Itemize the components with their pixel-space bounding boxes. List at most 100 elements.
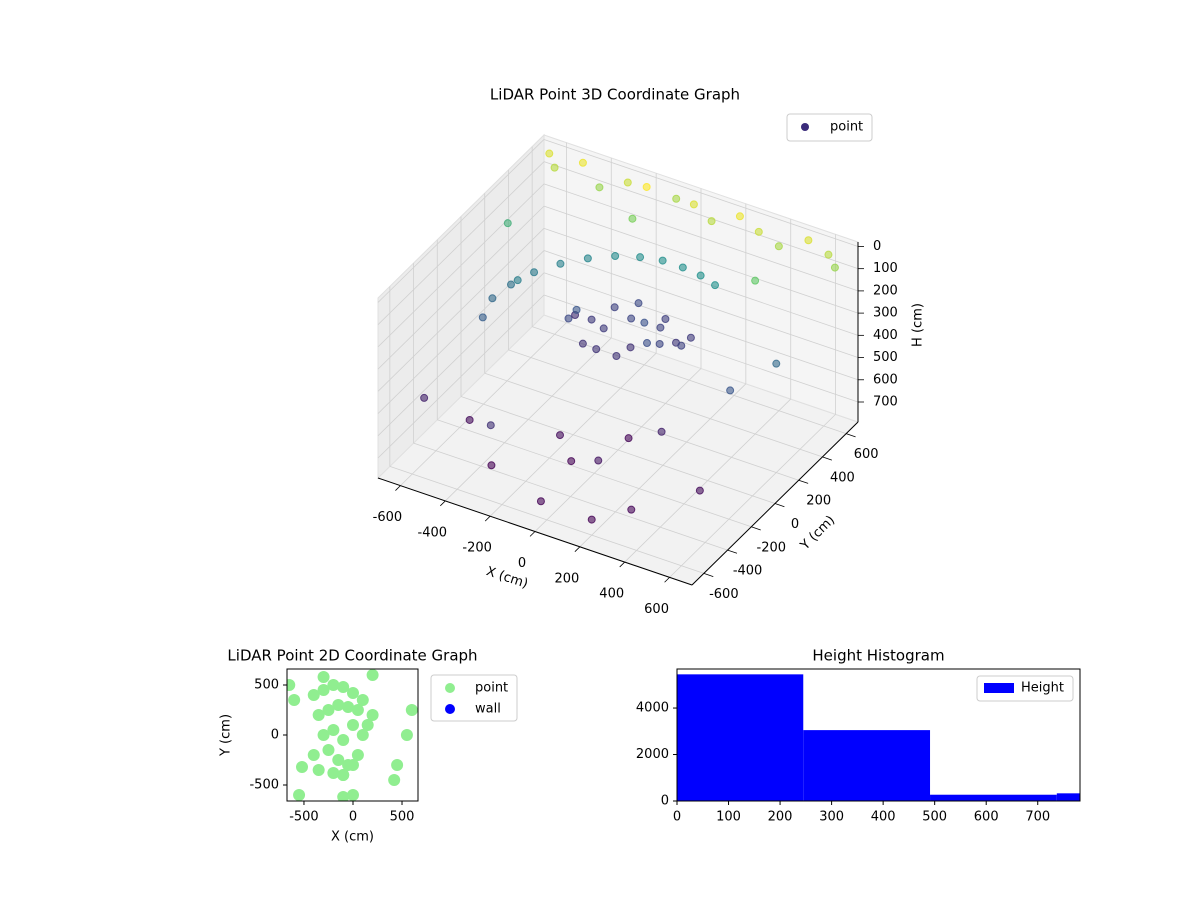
point <box>628 214 637 223</box>
tick-mark <box>619 561 625 568</box>
y-axis-label: Y (cm) <box>797 513 838 554</box>
tick-mark <box>822 456 832 461</box>
point <box>587 315 596 324</box>
z-tick-label: 0 <box>873 239 881 254</box>
point <box>655 339 664 348</box>
grid-line <box>543 183 859 292</box>
x-tick-label: 200 <box>768 810 793 825</box>
point <box>545 149 554 158</box>
point <box>592 345 601 354</box>
point <box>726 386 735 395</box>
legend-marker <box>445 683 455 693</box>
y-tick-label: 0 <box>791 517 799 532</box>
chart-title: LiDAR Point 2D Coordinate Graph <box>227 647 477 665</box>
x-tick-label: 0 <box>518 556 526 571</box>
x-tick-label: -400 <box>418 525 448 540</box>
point <box>627 314 636 323</box>
point <box>513 276 522 285</box>
point <box>327 679 340 691</box>
z-tick-label: 200 <box>873 283 898 298</box>
point <box>611 252 620 261</box>
point <box>346 789 359 801</box>
point <box>583 254 592 263</box>
grid-line <box>389 465 704 574</box>
point <box>624 434 633 443</box>
point <box>824 250 833 259</box>
x-tick-label: 600 <box>974 810 999 825</box>
point <box>686 333 695 342</box>
point <box>307 689 320 701</box>
point <box>657 427 666 436</box>
legend-marker <box>801 123 809 131</box>
legend-box <box>976 675 1074 702</box>
tick-mark <box>529 531 536 537</box>
point <box>478 313 487 322</box>
point <box>661 314 670 323</box>
x-tick-label: 400 <box>599 587 624 602</box>
tick-mark <box>798 479 809 484</box>
point <box>327 724 340 736</box>
bar <box>930 794 1057 801</box>
point <box>332 754 345 766</box>
grid-line <box>377 272 545 437</box>
point <box>307 749 320 761</box>
y-tick-label: -400 <box>733 564 763 579</box>
x-tick-label: 100 <box>716 810 741 825</box>
point <box>337 769 350 781</box>
point <box>623 178 632 187</box>
point <box>486 421 495 430</box>
point <box>322 744 335 756</box>
point <box>293 789 306 801</box>
point <box>751 276 760 285</box>
tick-mark <box>703 572 714 577</box>
tick-mark <box>574 546 581 552</box>
point <box>312 764 325 776</box>
point <box>488 294 497 303</box>
point <box>636 253 645 262</box>
x-tick-label: -600 <box>373 510 403 525</box>
z-tick-label: 700 <box>873 395 898 410</box>
tick-mark <box>664 577 670 583</box>
point <box>312 709 325 721</box>
plot-area <box>677 674 1080 801</box>
x-tick-label: 700 <box>1025 810 1050 825</box>
point <box>642 182 651 191</box>
grid-line <box>484 372 799 481</box>
point <box>672 194 681 203</box>
point <box>689 200 698 209</box>
grid-line <box>508 349 823 458</box>
point <box>351 749 364 761</box>
point <box>830 263 839 272</box>
bar <box>1056 793 1080 801</box>
y-tick-label: 400 <box>830 470 855 485</box>
legend-label: point <box>830 120 863 135</box>
z-tick-label: 500 <box>873 350 898 365</box>
chart-title: Height Histogram <box>812 647 944 665</box>
y-tick-label: 200 <box>806 494 831 509</box>
point <box>550 163 559 172</box>
grid-line <box>377 183 545 348</box>
x-tick-label: 400 <box>871 810 896 825</box>
point <box>695 486 704 495</box>
point <box>337 734 350 746</box>
point <box>346 687 359 699</box>
tick-mark <box>774 503 785 508</box>
point <box>366 669 379 681</box>
point <box>327 767 340 779</box>
point <box>643 339 651 348</box>
point <box>567 457 576 466</box>
grid-line <box>377 205 545 370</box>
x-tick-label: 0 <box>349 810 357 825</box>
point <box>400 729 413 741</box>
y-tick-label: 600 <box>854 447 879 462</box>
point <box>503 219 512 228</box>
grid-line <box>377 139 545 303</box>
tick-mark <box>727 549 738 554</box>
z-axis-label: H (cm) <box>911 303 926 347</box>
tick-mark <box>751 526 761 531</box>
point <box>287 679 296 691</box>
point <box>564 314 573 323</box>
y-tick-label: -600 <box>709 587 739 602</box>
point <box>487 461 496 470</box>
